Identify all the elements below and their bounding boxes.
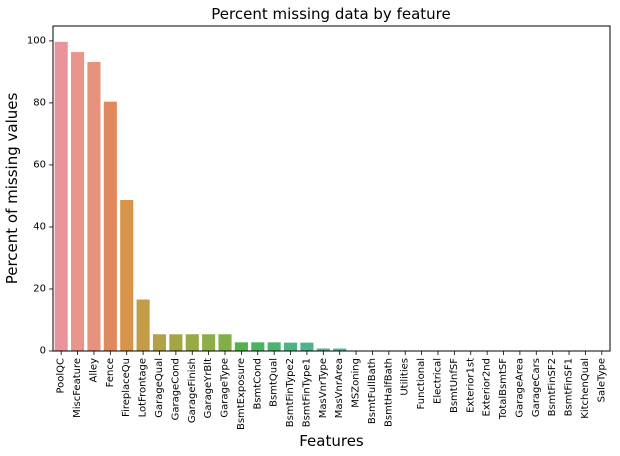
x-tick-label: Exterior1st [465,358,476,413]
x-tick-label: BsmtFinType1 [301,358,312,427]
bar-alley [87,61,101,351]
y-tick-label: 80 [33,97,46,108]
x-tick-label: Electrical [432,358,443,404]
bar-garagequal [152,334,167,351]
x-tick-label: FireplaceQu [121,358,132,417]
bar-masvnrarea [333,348,347,351]
bar-garagetype [218,334,232,351]
bar-masvnrtype [316,348,330,351]
bar-garageyrblt [202,334,216,351]
x-tick-label: GarageQual [154,358,165,418]
x-tick-label: PoolQC [56,358,67,394]
x-tick-label: BsmtFinSF1 [564,358,575,416]
x-tick-label: Alley [88,358,99,383]
x-axis: PoolQC MiscFeature Alley Fence FireplaceQu Lo… [56,351,607,430]
x-tick-label: Functional [416,358,427,409]
x-tick-label: GarageCars [531,358,542,417]
bar-bsmtfintype1 [300,342,314,351]
chart-title: Percent missing data by feature [211,5,450,23]
x-tick-label: BsmtFullBath [367,358,378,424]
bar-fireplacequ [120,199,134,351]
x-tick-label: LotFrontage [138,358,149,417]
x-tick-label: KitchenQual [580,358,591,419]
x-tick-label: Utilities [400,358,411,396]
x-tick-label: BsmtFinSF2 [547,358,558,416]
x-tick-label: BsmtFinType2 [285,358,296,427]
y-axis: 0 20 40 60 80 100 [27,35,53,357]
x-tick-label: GarageCond [170,358,181,420]
bar-garagefinish [185,334,199,351]
x-tick-label: Exterior2nd [482,358,493,416]
y-tick-label: 0 [40,346,46,357]
bar-garagecond [169,334,183,351]
x-tick-label: BsmtQual [269,358,280,407]
bars-group [54,41,609,352]
x-tick-label: BsmtCond [252,358,263,410]
x-tick-label: MiscFeature [72,358,83,418]
bar-bsmtexposure [234,342,248,351]
y-axis-title: Percent of missing values [3,93,21,285]
x-tick-label: BsmtExposure [236,358,247,430]
x-tick-label: SaleType [596,358,607,402]
x-tick-label: MasVnrArea [334,358,345,418]
bar-fence [103,101,117,351]
x-tick-label: BsmtUnfSF [449,358,460,413]
y-tick-label: 100 [27,35,46,46]
bar-lotfrontage [136,299,150,351]
x-tick-label: MSZoning [351,358,362,408]
x-tick-label: Fence [105,358,116,387]
y-tick-label: 20 [33,283,46,294]
bar-poolqc [54,41,68,351]
x-tick-label: MasVnrType [318,358,329,418]
y-tick-label: 60 [33,159,46,170]
x-axis-title: Features [299,432,364,450]
bar-bsmtcond [251,342,265,351]
plot-frame [52,25,611,352]
bar-bsmtqual [267,342,281,351]
bar-bsmtfintype2 [283,342,298,351]
x-tick-label: BsmtHalfBath [383,358,394,427]
x-tick-label: GarageFinish [187,358,198,423]
bar-miscfeature [71,52,85,352]
y-tick-label: 40 [33,221,46,232]
x-tick-label: GarageArea [514,358,525,418]
x-tick-label: GarageType [220,358,231,418]
x-tick-label: TotalBsmtSF [498,358,509,420]
x-tick-label: GarageYrBlt [203,358,214,418]
